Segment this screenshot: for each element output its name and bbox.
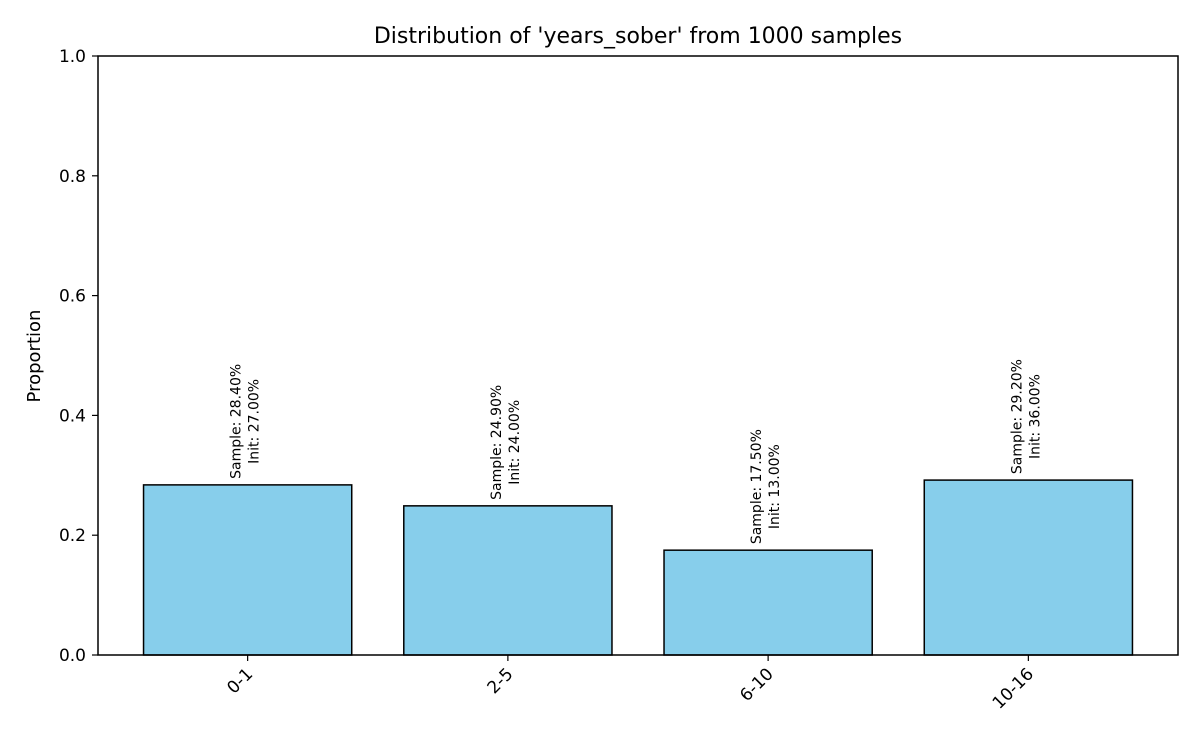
y-tick-label: 0.2	[59, 526, 86, 546]
bar-10-16	[923, 479, 1134, 656]
bar-2-5	[403, 505, 613, 656]
y-tick-label: 1.0	[59, 47, 86, 67]
x-tick-label: 2-5	[484, 664, 518, 698]
x-tick-label: 6-10	[736, 664, 777, 705]
bar-sample-label: Sample: 24.90%	[489, 385, 505, 500]
bar-init-label: Init: 36.00%	[1027, 374, 1043, 459]
y-axis-label: Proportion	[24, 310, 45, 403]
x-tick-label: 10-16	[989, 664, 1038, 713]
bar-init-label: Init: 24.00%	[507, 400, 523, 485]
bar-sample-label: Sample: 17.50%	[749, 429, 765, 544]
y-tick-label: 0.6	[59, 287, 86, 307]
bar-sample-label: Sample: 29.20%	[1009, 359, 1025, 474]
bar-labels-group: Sample: 28.40% Init: 27.00% Sample: 24.90%…	[229, 359, 1044, 544]
chart-title: Distribution of 'years_sober' from 1000 …	[374, 24, 902, 49]
bar-init-label: Init: 27.00%	[247, 379, 263, 464]
bars-group	[142, 479, 1134, 656]
y-axis: 0.0 0.2 0.4 0.6 0.8 1.0	[59, 47, 98, 666]
bar-init-label: Init: 13.00%	[767, 444, 783, 529]
y-tick-label: 0.4	[59, 406, 86, 426]
bar-0-1	[142, 484, 353, 656]
x-axis: 0-1 2-5 6-10 10-16	[223, 655, 1038, 713]
x-tick-label: 0-1	[223, 664, 257, 698]
bar-sample-label: Sample: 28.40%	[229, 364, 245, 479]
bar-6-10	[663, 549, 873, 656]
y-tick-label: 0.8	[59, 167, 86, 187]
plot-area-frame	[97, 55, 1179, 656]
y-tick-label: 0.0	[59, 646, 86, 666]
